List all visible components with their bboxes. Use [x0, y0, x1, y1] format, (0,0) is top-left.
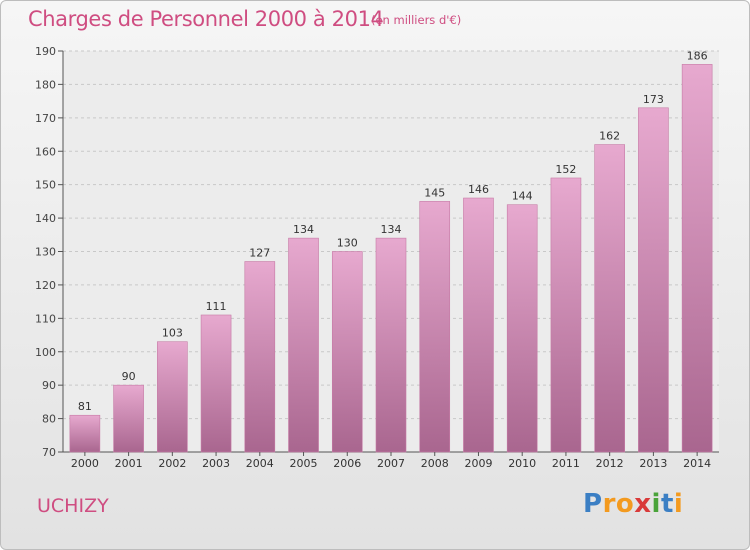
- bar-value-label: 127: [249, 247, 270, 260]
- y-tick-label: 160: [35, 145, 56, 158]
- bar-value-label: 152: [555, 163, 576, 176]
- y-tick-label: 110: [35, 312, 56, 325]
- x-tick-label: 2008: [421, 457, 449, 470]
- bar: [550, 177, 582, 453]
- bar: [331, 251, 363, 453]
- bar-value-label: 130: [337, 237, 358, 250]
- bar-value-label: 134: [381, 223, 402, 236]
- bar-value-label: 111: [206, 300, 227, 313]
- proxiti-logo: Proxiti: [583, 489, 683, 519]
- bar: [69, 414, 101, 453]
- x-tick-label: 2000: [71, 457, 99, 470]
- bar-value-label: 146: [468, 183, 489, 196]
- logo-letter: x: [634, 489, 652, 519]
- y-tick-label: 140: [35, 212, 56, 225]
- bar: [419, 201, 451, 453]
- bar-value-label: 144: [512, 190, 533, 203]
- x-tick-label: 2002: [158, 457, 186, 470]
- bar-value-label: 145: [424, 186, 445, 199]
- bar: [288, 237, 319, 453]
- y-tick-label: 190: [35, 45, 56, 58]
- bar: [594, 144, 625, 453]
- logo-letter: t: [660, 489, 674, 519]
- bar: [681, 64, 713, 453]
- y-tick-label: 150: [35, 179, 56, 192]
- bar: [244, 261, 276, 453]
- bar: [506, 204, 538, 453]
- bar: [157, 341, 188, 453]
- x-tick-label: 2012: [596, 457, 624, 470]
- y-tick-label: 130: [35, 246, 56, 259]
- y-tick-label: 70: [42, 446, 56, 459]
- bar: [463, 197, 494, 453]
- y-tick-label: 90: [42, 379, 56, 392]
- chart-title: Charges de Personnel 2000 à 2014: [28, 7, 384, 31]
- x-tick-label: 2001: [115, 457, 143, 470]
- logo-letter: i: [651, 489, 661, 519]
- logo-letter: i: [673, 489, 684, 519]
- y-tick-label: 180: [35, 78, 56, 91]
- x-tick-label: 2004: [246, 457, 274, 470]
- y-tick-label: 100: [35, 346, 56, 359]
- x-tick-label: 2010: [508, 457, 536, 470]
- x-tick-label: 2007: [377, 457, 405, 470]
- bar: [638, 107, 669, 453]
- bar-value-label: 162: [599, 130, 620, 143]
- bar-value-label: 173: [643, 93, 664, 106]
- chart-subtitle: (en milliers d'€): [371, 13, 462, 27]
- logo-letter: r: [602, 489, 616, 519]
- x-tick-label: 2011: [552, 457, 580, 470]
- x-tick-label: 2006: [333, 457, 361, 470]
- bar-value-label: 134: [293, 223, 314, 236]
- bar: [375, 237, 407, 453]
- y-tick-label: 120: [35, 279, 56, 292]
- y-tick-label: 80: [42, 413, 56, 426]
- x-tick-label: 2003: [202, 457, 230, 470]
- bar-value-label: 186: [687, 49, 708, 62]
- logo-letter: o: [615, 489, 635, 519]
- x-tick-label: 2005: [290, 457, 318, 470]
- y-tick-label: 170: [35, 112, 56, 125]
- x-tick-label: 2014: [683, 457, 711, 470]
- x-tick-label: 2009: [464, 457, 492, 470]
- bar: [200, 314, 232, 453]
- bar-value-label: 81: [78, 400, 92, 413]
- commune-name: UCHIZY: [37, 495, 109, 517]
- bar: [113, 384, 144, 453]
- x-tick-label: 2013: [639, 457, 667, 470]
- bar-value-label: 90: [122, 370, 136, 383]
- bar-value-label: 103: [162, 327, 183, 340]
- logo-letter: P: [583, 489, 603, 519]
